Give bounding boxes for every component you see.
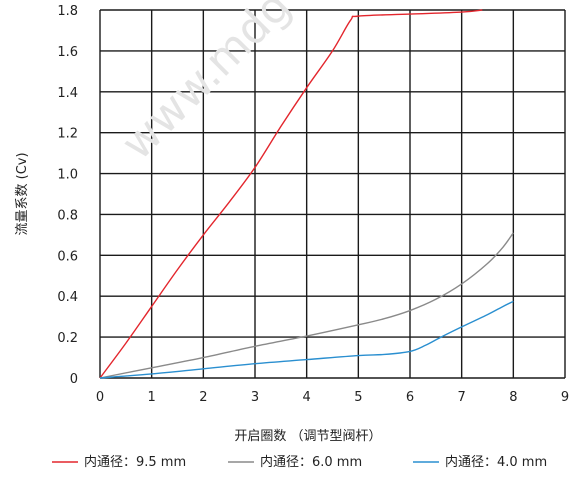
y-tick-label: 1.6 <box>57 45 78 60</box>
y-tick-label: 1.0 <box>57 168 78 183</box>
legend: 内通径：9.5 mm 内通径：6.0 mm 内通径：4.0 mm <box>52 454 547 470</box>
y-tick-label: 1.4 <box>57 86 78 101</box>
x-tick-label: 8 <box>509 390 517 405</box>
legend-label: 内通径：6.0 mm <box>260 454 362 470</box>
y-tick-label: 0.4 <box>57 290 78 305</box>
series-line <box>99 9 483 379</box>
y-tick-label: 0.6 <box>57 249 78 264</box>
x-tick-label: 4 <box>303 390 311 405</box>
x-tick-label: 6 <box>406 390 414 405</box>
y-tick-labels: 0 0.2 0.4 0.6 0.8 1.0 1.2 1.4 1.6 1.8 <box>57 4 78 387</box>
y-tick-label: 0.2 <box>57 331 78 346</box>
series-lines <box>99 9 514 379</box>
y-tick-label: 1.8 <box>57 4 78 19</box>
watermark: www.mdg <box>112 0 301 170</box>
legend-label: 内通径：9.5 mm <box>84 454 186 470</box>
watermark-text: www.mdg <box>112 0 301 170</box>
x-tick-label: 5 <box>354 390 362 405</box>
x-tick-label: 3 <box>251 390 259 405</box>
legend-label: 内通径：4.0 mm <box>445 454 547 470</box>
x-tick-labels: 0 1 2 3 4 5 6 7 8 9 <box>96 390 569 405</box>
x-tick-label: 2 <box>199 390 207 405</box>
series-line <box>99 300 514 379</box>
series-line <box>99 232 514 379</box>
y-tick-label: 0.8 <box>57 208 78 223</box>
x-tick-label: 1 <box>148 390 156 405</box>
x-tick-label: 7 <box>458 390 466 405</box>
y-tick-label: 1.2 <box>57 127 78 142</box>
y-axis-title: 流量系数 (Cv) <box>15 152 30 235</box>
grid <box>99 9 566 379</box>
x-tick-label: 0 <box>96 390 104 405</box>
x-axis-title: 开启圈数 （调节型阀杆） <box>234 429 381 444</box>
x-tick-label: 9 <box>561 390 569 405</box>
y-tick-label: 0 <box>70 372 78 387</box>
